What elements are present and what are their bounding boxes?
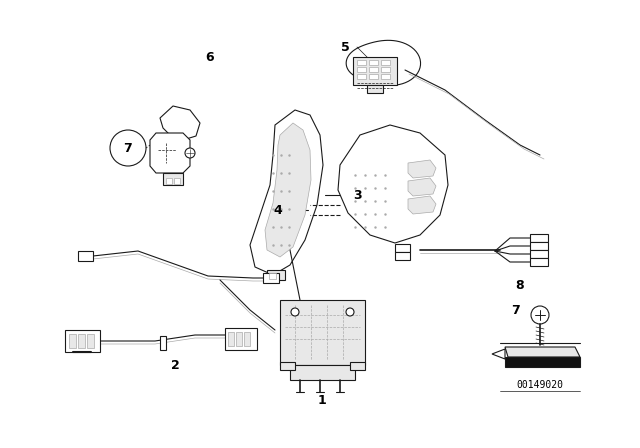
Bar [357, 74, 366, 79]
Text: 1: 1 [317, 393, 326, 406]
Bar [78, 251, 93, 261]
Polygon shape [160, 106, 200, 140]
Text: 7: 7 [124, 142, 132, 155]
Polygon shape [346, 40, 420, 85]
Bar [78, 334, 85, 348]
Bar [160, 336, 166, 350]
Circle shape [110, 130, 146, 166]
Bar [290, 365, 355, 380]
Bar [357, 67, 366, 72]
Bar [269, 273, 276, 279]
Bar [367, 85, 383, 93]
Circle shape [291, 308, 299, 316]
Polygon shape [265, 123, 311, 257]
Text: 4: 4 [274, 203, 282, 216]
Bar [267, 270, 285, 280]
Polygon shape [408, 196, 436, 214]
Bar [87, 334, 94, 348]
Polygon shape [338, 125, 448, 243]
Text: 7: 7 [511, 303, 520, 316]
Bar [395, 244, 410, 252]
Bar [395, 252, 410, 260]
Polygon shape [250, 110, 323, 275]
Polygon shape [150, 133, 190, 173]
Polygon shape [505, 357, 580, 367]
Bar [381, 74, 390, 79]
Bar [353, 57, 397, 85]
Bar [381, 60, 390, 65]
Bar [280, 362, 295, 370]
Bar [69, 334, 76, 348]
Polygon shape [408, 178, 436, 196]
Bar [350, 362, 365, 370]
Bar [174, 178, 180, 184]
Text: 3: 3 [354, 189, 362, 202]
Polygon shape [492, 349, 505, 359]
Bar [236, 332, 242, 346]
Text: 2: 2 [171, 358, 179, 371]
Text: 5: 5 [340, 40, 349, 53]
Bar [369, 74, 378, 79]
Circle shape [531, 306, 549, 324]
Bar [530, 242, 548, 250]
Bar [163, 173, 183, 185]
Bar [530, 250, 548, 258]
Bar [381, 67, 390, 72]
Bar [280, 300, 365, 365]
Polygon shape [505, 347, 580, 357]
Bar [369, 60, 378, 65]
Bar [357, 60, 366, 65]
Text: 6: 6 [205, 51, 214, 64]
Bar [530, 258, 548, 266]
Bar [244, 332, 250, 346]
Bar [166, 178, 172, 184]
Bar [530, 234, 548, 242]
Bar [263, 273, 279, 283]
Bar [225, 328, 257, 350]
Circle shape [185, 148, 195, 158]
Text: 8: 8 [516, 279, 524, 292]
Bar [228, 332, 234, 346]
Polygon shape [408, 160, 436, 178]
Bar [65, 330, 100, 352]
Text: 00149020: 00149020 [516, 380, 563, 390]
Circle shape [346, 308, 354, 316]
Bar [369, 67, 378, 72]
